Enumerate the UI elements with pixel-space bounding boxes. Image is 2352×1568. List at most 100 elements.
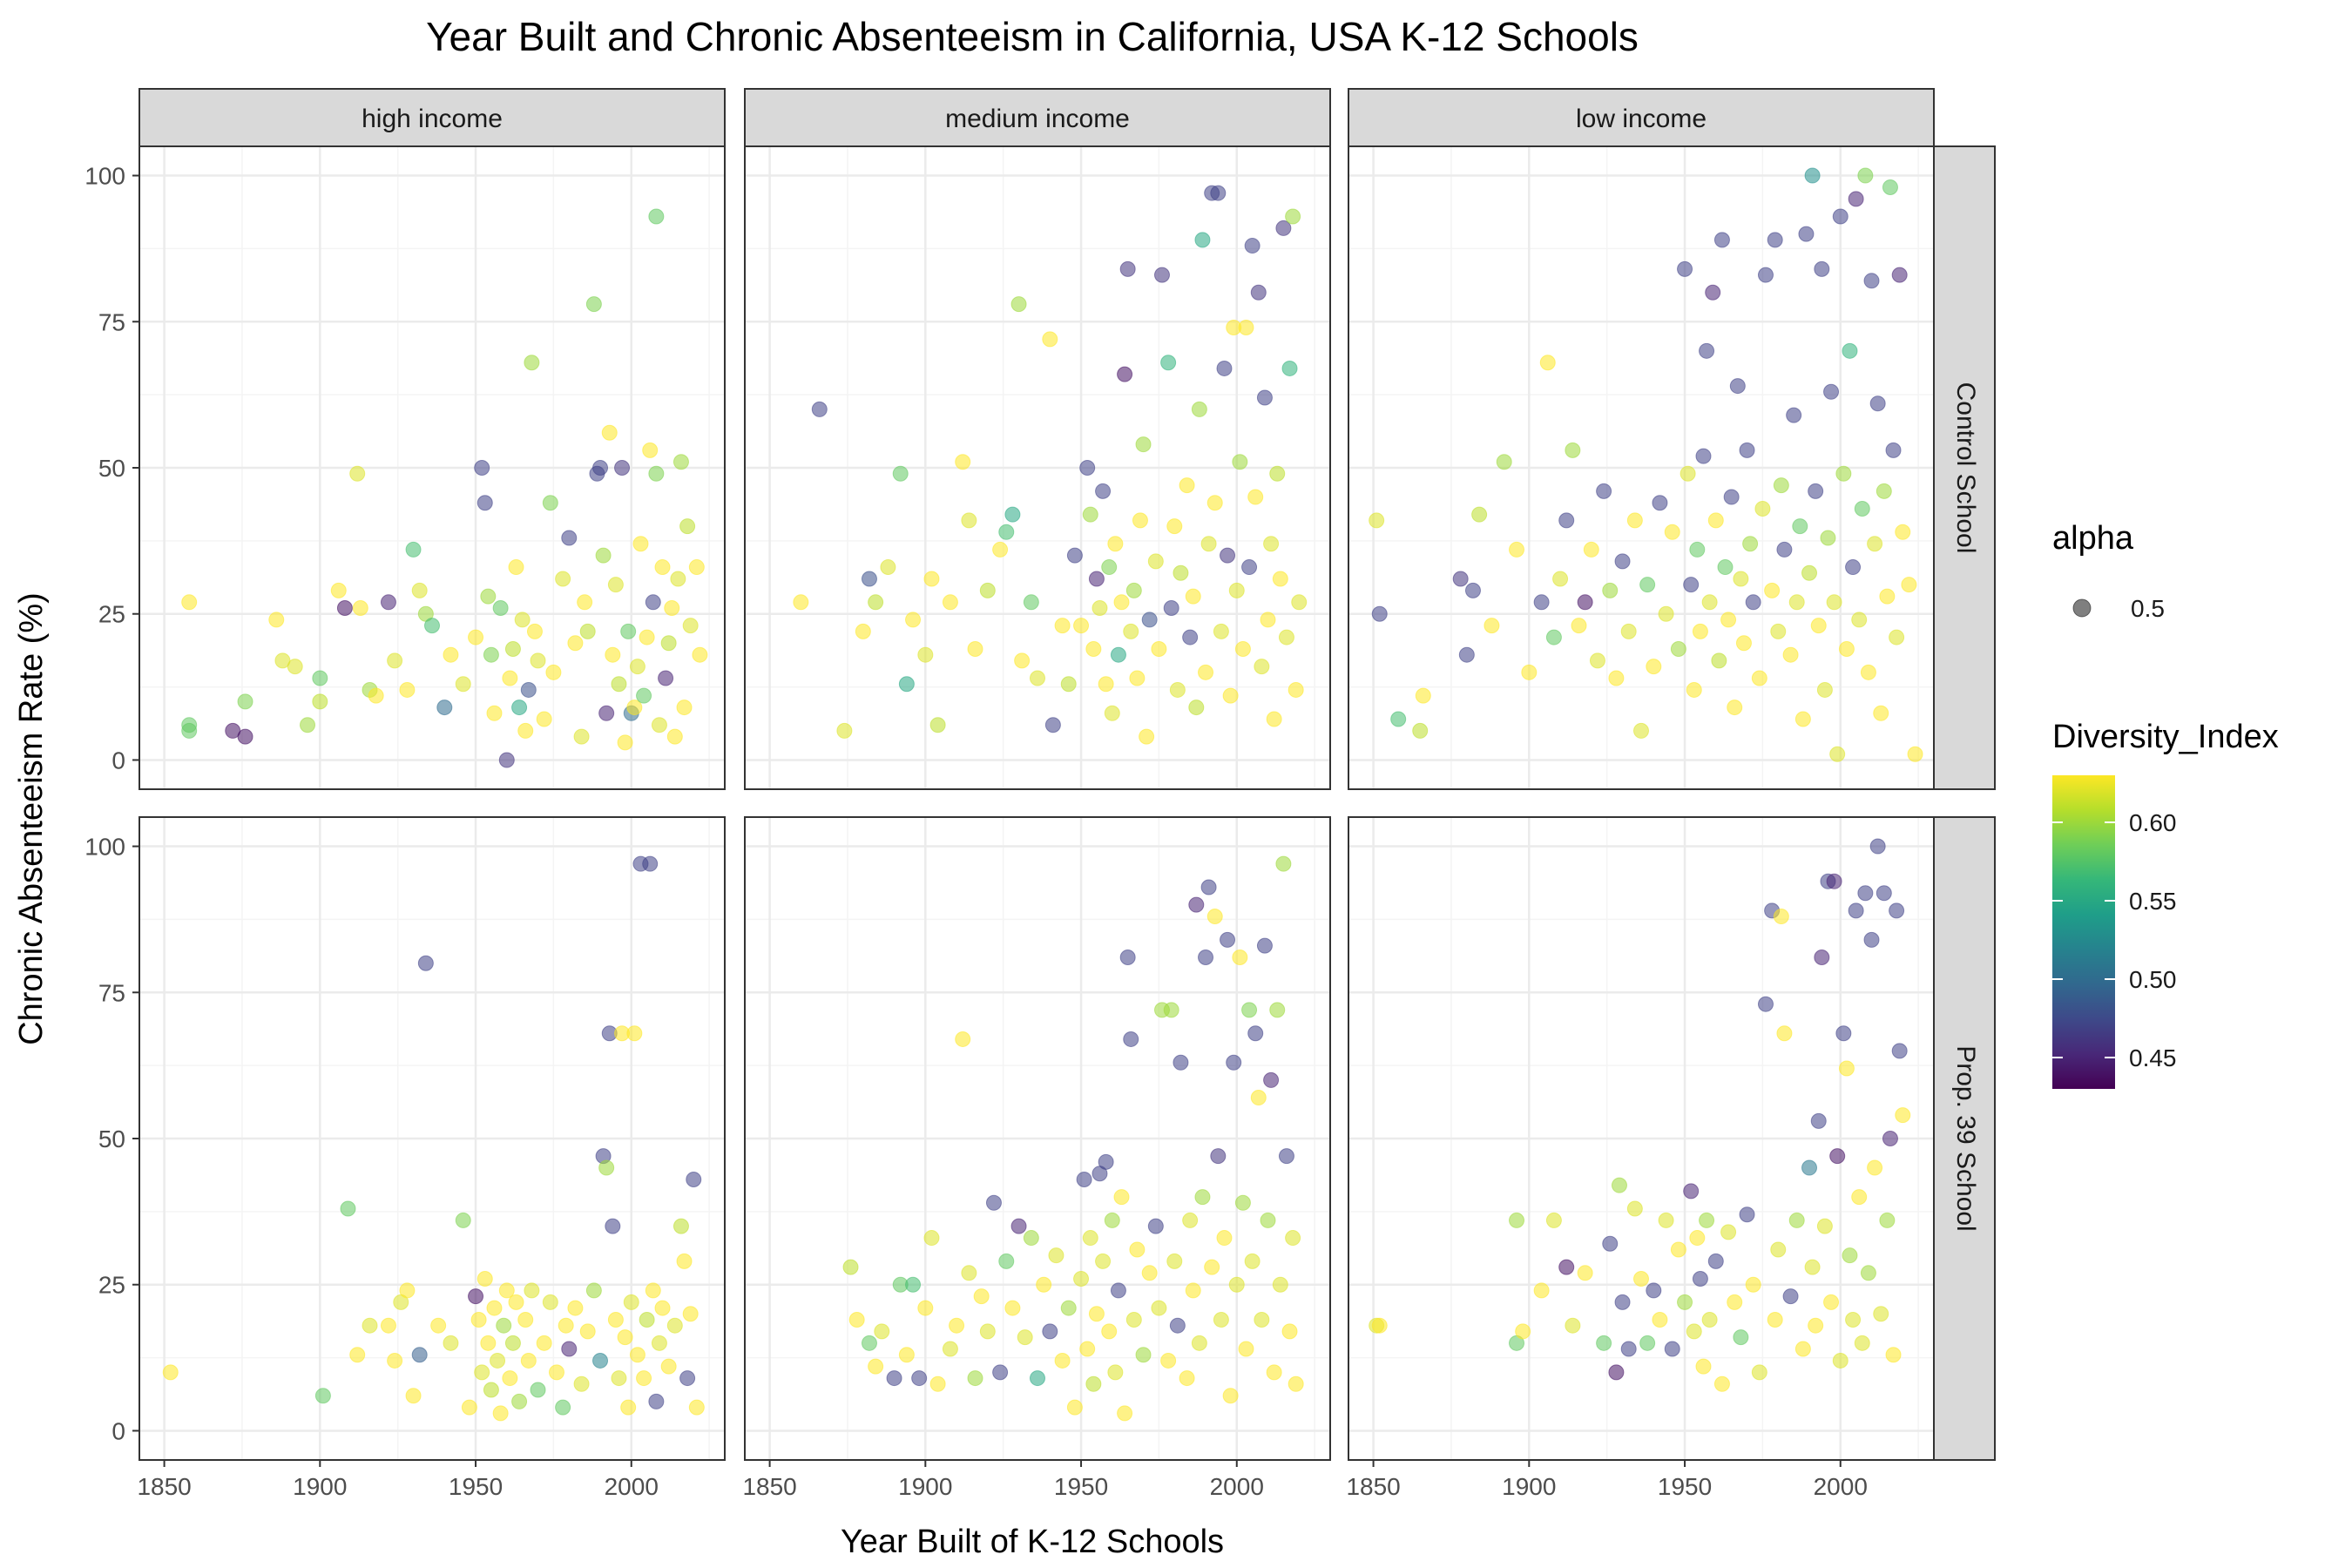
data-point (1583, 541, 1599, 558)
data-point (1117, 1405, 1133, 1422)
data-point (1670, 640, 1686, 657)
data-point (942, 1341, 958, 1357)
data-point (1079, 1341, 1096, 1357)
data-point (1848, 902, 1864, 919)
data-point (992, 541, 1009, 558)
data-point (1213, 1311, 1229, 1328)
data-point (670, 571, 686, 587)
data-point (470, 1311, 487, 1328)
y-tick-label: 0 (112, 1417, 125, 1444)
data-point (542, 1294, 558, 1310)
data-point (1023, 1230, 1039, 1247)
data-point (1082, 1230, 1098, 1247)
y-axis-title: Chronic Absenteeism Rate (%) (13, 592, 50, 1045)
data-point (1565, 442, 1581, 458)
data-point (605, 1218, 621, 1234)
data-point (1808, 483, 1824, 499)
data-point (1076, 1171, 1092, 1187)
data-point (496, 1317, 512, 1334)
data-point (1234, 1194, 1251, 1211)
data-point (1188, 700, 1205, 716)
data-point (1173, 564, 1189, 581)
data-point (1521, 664, 1538, 680)
data-point (1244, 238, 1260, 254)
data-point (1241, 559, 1258, 576)
data-point (517, 1311, 534, 1328)
data-point (530, 1382, 546, 1398)
data-point (352, 600, 368, 617)
data-point (1141, 1265, 1158, 1281)
data-point (1552, 571, 1569, 587)
data-point (1770, 1241, 1787, 1258)
data-point (1692, 1271, 1708, 1288)
data-point (1104, 1212, 1120, 1228)
data-point (1845, 559, 1862, 576)
data-point (688, 559, 705, 576)
data-point (1711, 652, 1727, 669)
data-point (1228, 582, 1245, 598)
data-point (1200, 879, 1217, 896)
data-point (520, 681, 537, 698)
data-point (1626, 512, 1643, 529)
x-axis-title: Year Built of K-12 Schools (841, 1524, 1224, 1560)
data-point (312, 670, 328, 686)
data-point (658, 670, 674, 686)
data-point (1095, 1253, 1112, 1269)
facet-strip-col (139, 88, 726, 147)
data-point (1228, 1276, 1245, 1293)
data-point (1611, 1177, 1627, 1193)
data-point (648, 465, 665, 482)
data-point (1739, 1206, 1755, 1223)
data-point (1135, 436, 1152, 453)
data-point (1185, 588, 1201, 605)
data-point (1885, 1347, 1902, 1363)
data-point (1539, 355, 1556, 371)
data-point (1044, 717, 1061, 733)
data-point (666, 1317, 683, 1334)
x-tick-label: 1900 (293, 1473, 347, 1500)
data-point (1683, 577, 1700, 593)
data-point (623, 1294, 639, 1310)
data-point (1153, 267, 1170, 283)
facet-panels: high income medium income low income Contro… (84, 88, 1996, 1500)
data-point (1816, 681, 1833, 698)
data-point (399, 1282, 416, 1299)
data-point (349, 465, 366, 482)
data-point (632, 536, 649, 552)
data-point (1250, 1090, 1267, 1106)
data-point (682, 618, 699, 634)
data-point (1810, 618, 1827, 634)
data-point (1596, 1335, 1612, 1351)
data-point (1773, 909, 1789, 925)
data-point (504, 1335, 521, 1351)
data-point (1188, 896, 1205, 913)
data-point (1867, 536, 1883, 552)
y-tick-label: 50 (98, 1125, 125, 1152)
data-point (1608, 1364, 1625, 1381)
data-point (1182, 629, 1199, 645)
data-point (1191, 401, 1207, 417)
data-point (1826, 594, 1842, 611)
data-point (1179, 477, 1195, 494)
data-point (1820, 530, 1836, 546)
data-point (1256, 937, 1273, 954)
data-point (676, 1253, 693, 1269)
data-point (1496, 454, 1512, 470)
data-point (1707, 1253, 1724, 1269)
data-point (1798, 226, 1815, 242)
data-point (483, 1382, 499, 1398)
data-point (336, 600, 353, 617)
data-point (686, 1171, 702, 1187)
data-point (468, 629, 484, 645)
data-point (1689, 541, 1706, 558)
data-point (660, 1358, 677, 1375)
data-point (555, 571, 571, 587)
colorbar-tick-label: 0.50 (2129, 966, 2177, 993)
data-point (1194, 1189, 1211, 1206)
data-point (1832, 208, 1848, 225)
data-point (1238, 319, 1254, 335)
data-point (1179, 1370, 1195, 1387)
data-point (1713, 232, 1730, 248)
data-point (1241, 1002, 1258, 1018)
